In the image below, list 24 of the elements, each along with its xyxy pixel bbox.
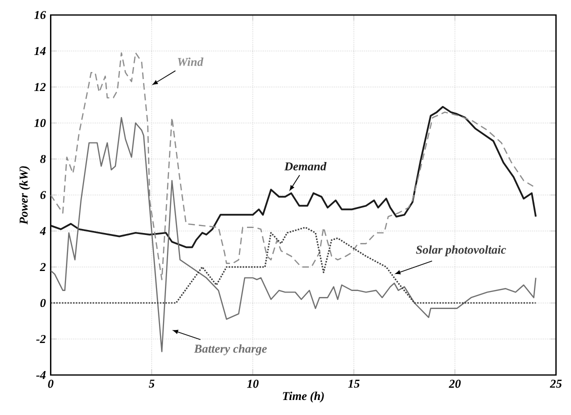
x-tick-label: 10 (247, 380, 259, 388)
y-tick-label: 2 (40, 263, 46, 271)
y-tick-label: 4 (40, 227, 46, 235)
text: Battery charge (194, 344, 267, 356)
x-tick-label: 15 (348, 380, 360, 388)
y-tick-label: -2 (36, 335, 46, 343)
y-tick-label: 12 (34, 83, 46, 91)
x-tick-label: 20 (448, 380, 461, 388)
y-tick-label: 8 (40, 154, 46, 164)
y-tick-label: -4 (36, 371, 46, 379)
y-tick-label: 14 (34, 47, 46, 55)
y-tick-label: 0 (40, 298, 46, 308)
series-label: Demand (284, 162, 327, 170)
line-series (50, 226, 537, 304)
y-tick-label: 10 (34, 118, 46, 128)
y-axis-title: Power (kW) (19, 166, 30, 224)
x-tick-label: 5 (148, 380, 154, 388)
text: Wind (178, 58, 204, 66)
x-tick-label: 25 (550, 380, 562, 388)
x-axis-title: Time (h) (282, 392, 324, 403)
y-tick-label: 16 (34, 10, 46, 20)
x-tick-label: 0 (48, 380, 54, 388)
y-tick-label: 6 (40, 190, 46, 200)
text: Solar photovoltaic (416, 245, 506, 256)
